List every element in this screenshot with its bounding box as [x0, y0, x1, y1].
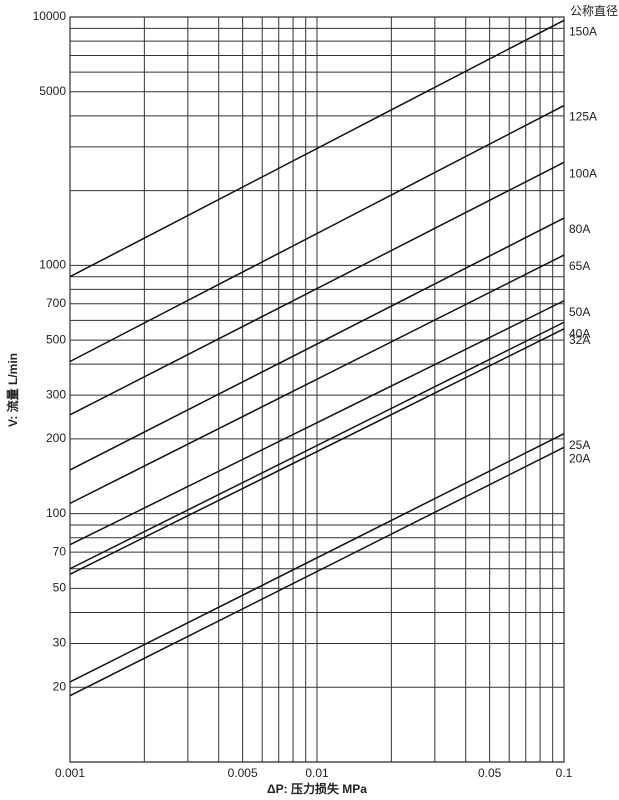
y-tick-label: 1000 — [39, 258, 66, 272]
series-line — [69, 161, 565, 416]
y-tick-label: 5000 — [39, 84, 66, 98]
y-axis-label: V: 流量 L/min — [5, 353, 20, 427]
y-tick-label: 500 — [46, 332, 66, 346]
series-label: 150A — [569, 24, 597, 38]
series-line — [69, 328, 565, 575]
x-tick-label: 0.1 — [556, 766, 573, 780]
x-tick-label: 0.001 — [55, 766, 85, 780]
series-line — [69, 321, 565, 570]
x-tick-label: 0.005 — [228, 766, 258, 780]
series-label: 80A — [569, 222, 590, 236]
series-label: 50A — [569, 305, 590, 319]
y-tick-label: 70 — [53, 544, 67, 558]
series-label: 25A — [569, 438, 590, 452]
series-line — [69, 217, 565, 471]
series-line — [69, 446, 565, 697]
series-line — [69, 254, 565, 505]
x-tick-label: 0.01 — [305, 766, 329, 780]
series-label: 65A — [569, 259, 590, 273]
y-tick-label: 700 — [46, 296, 66, 310]
series-line — [69, 432, 565, 683]
y-tick-label: 10000 — [33, 9, 67, 23]
x-tick-label: 0.05 — [478, 766, 502, 780]
y-tick-label: 200 — [46, 431, 66, 445]
legend-title: 公称直径 — [570, 4, 618, 18]
x-axis-label: ΔP: 压力损失 MPa — [267, 781, 367, 796]
y-tick-label: 20 — [53, 679, 67, 693]
series-label: 40A — [569, 326, 590, 340]
y-tick-label: 300 — [46, 387, 66, 401]
series-label: 100A — [569, 166, 597, 180]
series-line — [69, 300, 565, 546]
series-line — [69, 104, 565, 363]
series-line — [69, 19, 565, 278]
y-tick-label: 50 — [53, 581, 67, 595]
series-label: 125A — [569, 110, 597, 124]
y-tick-label: 100 — [46, 506, 66, 520]
y-tick-label: 30 — [53, 636, 67, 650]
series-label: 20A — [569, 451, 590, 465]
series-label: 32A — [569, 333, 590, 347]
